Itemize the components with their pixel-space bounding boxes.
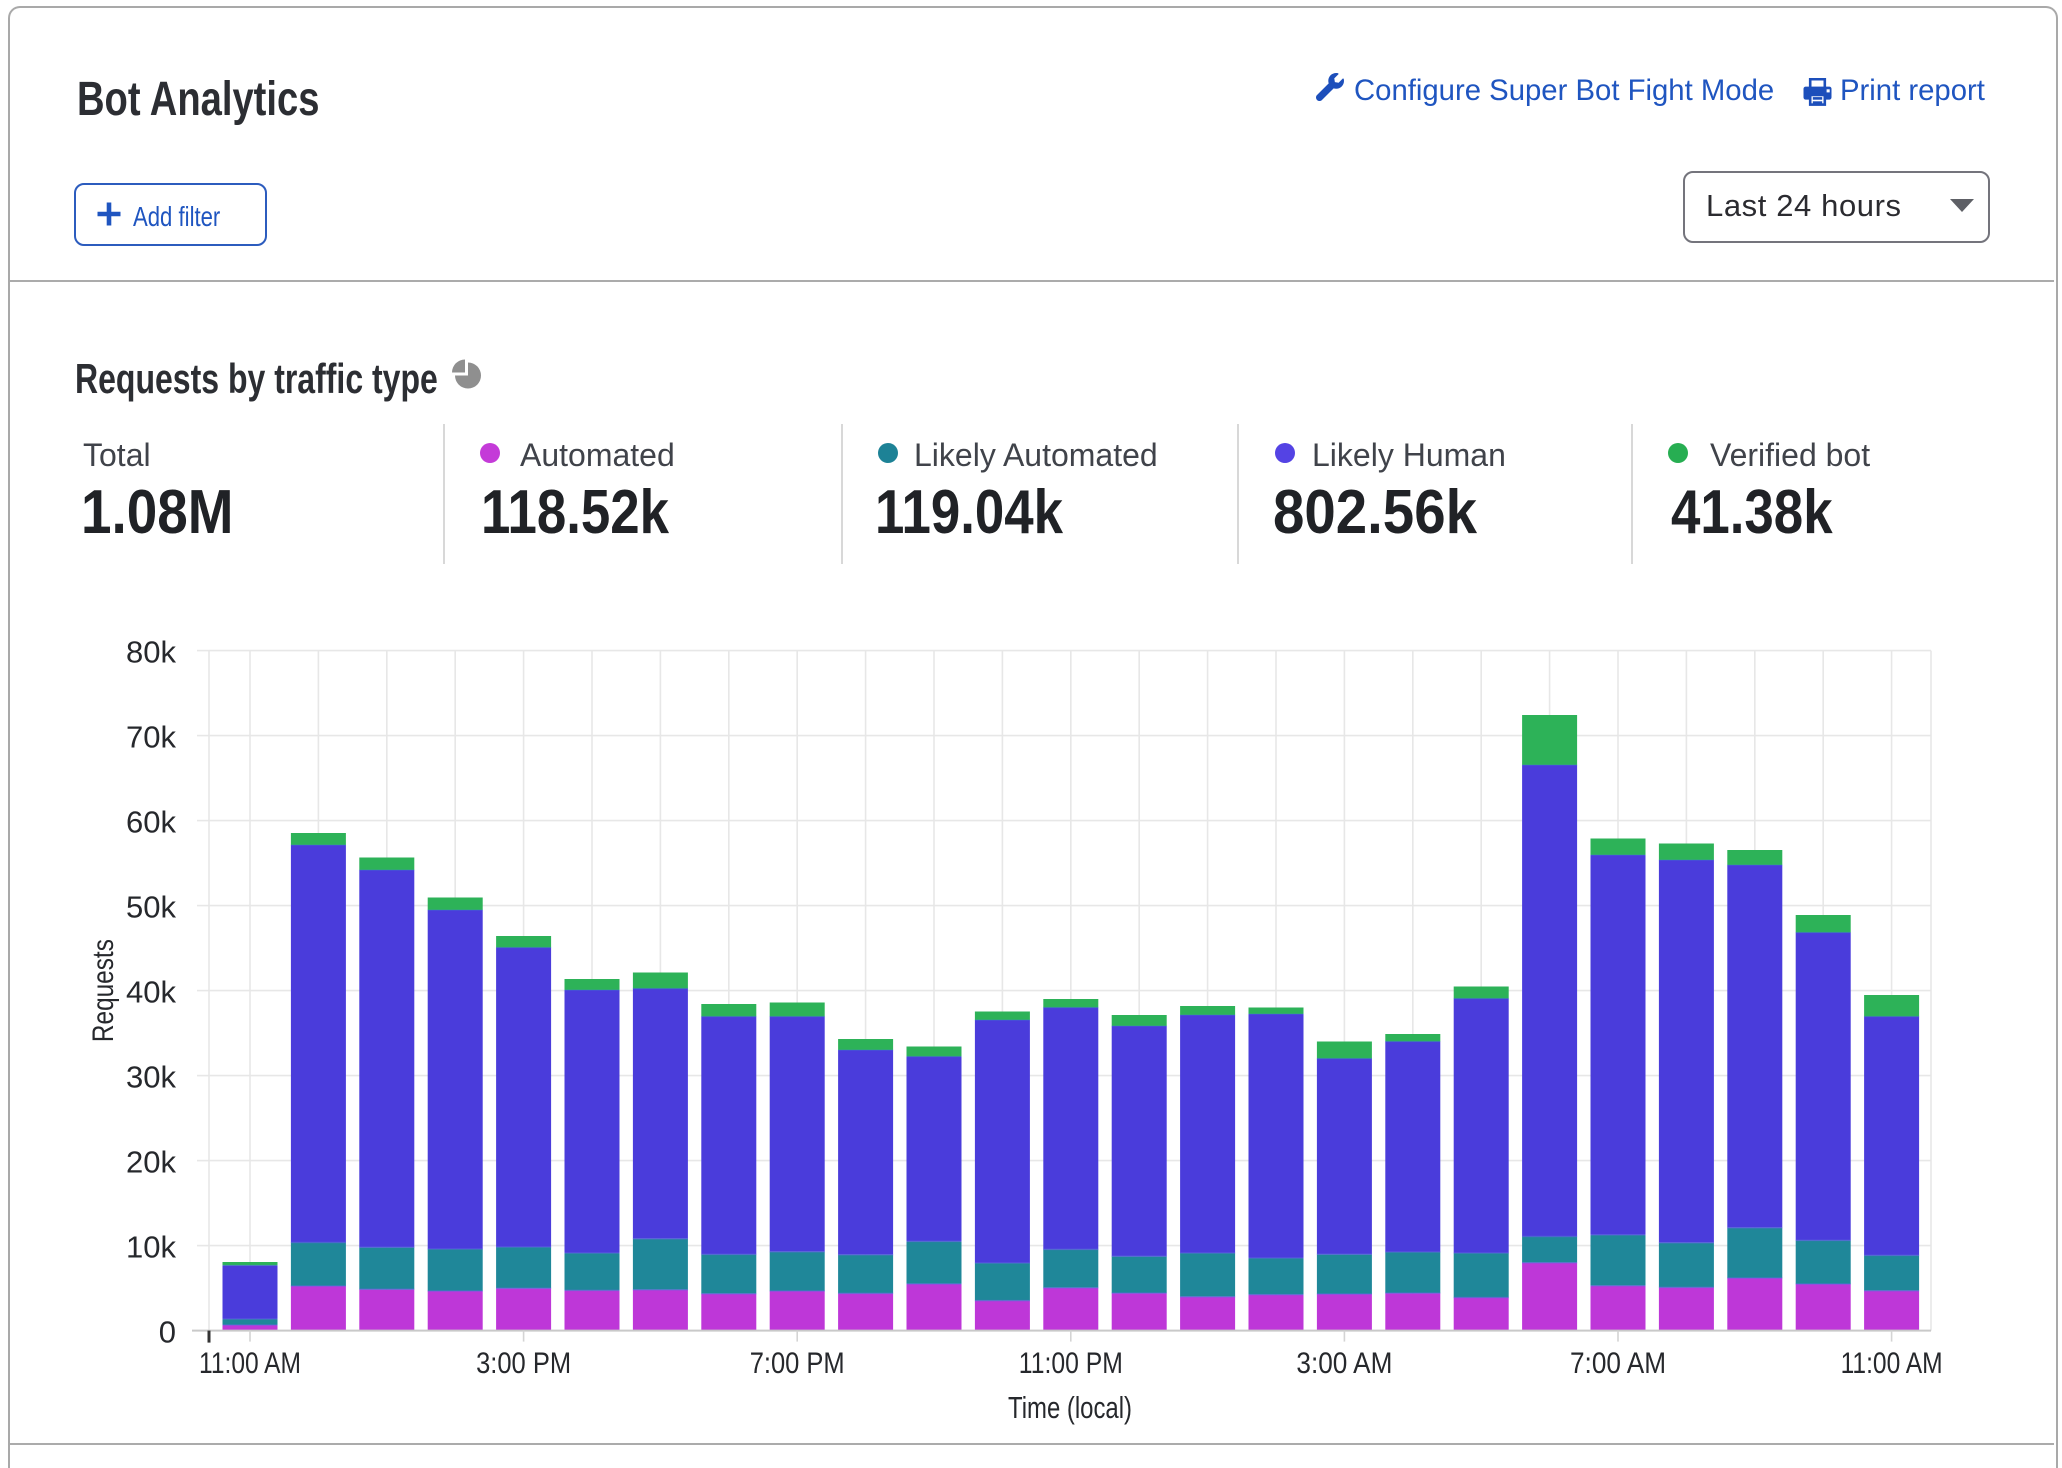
svg-text:3:00 AM: 3:00 AM [1296, 1347, 1392, 1380]
svg-text:Time (local): Time (local) [1008, 1390, 1132, 1425]
svg-text:11:00 AM: 11:00 AM [199, 1347, 301, 1380]
svg-text:70k: 70k [126, 720, 176, 755]
svg-text:7:00 PM: 7:00 PM [750, 1347, 845, 1380]
svg-text:10k: 10k [126, 1230, 176, 1265]
svg-text:30k: 30k [126, 1060, 176, 1095]
svg-text:40k: 40k [126, 975, 176, 1010]
svg-text:50k: 50k [126, 890, 176, 925]
svg-text:7:00 AM: 7:00 AM [1570, 1347, 1666, 1380]
svg-text:20k: 20k [126, 1145, 176, 1180]
svg-text:80k: 80k [126, 635, 176, 670]
svg-text:Requests: Requests [87, 939, 120, 1042]
svg-text:3:00 PM: 3:00 PM [476, 1347, 571, 1380]
svg-text:60k: 60k [126, 805, 176, 840]
svg-text:11:00 PM: 11:00 PM [1019, 1347, 1123, 1380]
svg-text:0: 0 [159, 1315, 176, 1350]
svg-text:11:00 AM: 11:00 AM [1841, 1347, 1943, 1380]
